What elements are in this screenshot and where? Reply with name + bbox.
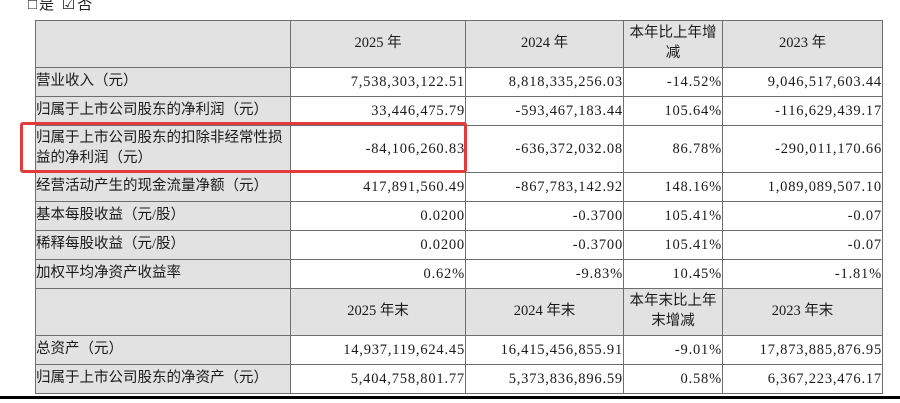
value-2023: -290,011,170.66: [722, 125, 883, 173]
header-blank-cell: [35, 288, 291, 336]
row-label: 稀释每股收益（元/股）: [35, 230, 291, 260]
value-2024: -0.3700: [465, 230, 624, 260]
value-change: 10.45%: [623, 259, 723, 289]
value-2024: 5,373,836,896.59: [465, 364, 624, 394]
header-yoy-change: 本年比上年增减: [623, 20, 723, 68]
row-label: 加权平均净资产收益率: [35, 259, 291, 289]
value-2024: -9.83%: [465, 259, 624, 289]
value-2024: 8,818,335,256.03: [465, 67, 624, 97]
value-2024: -593,467,183.44: [465, 96, 624, 126]
header-2024-end: 2024 年末: [465, 288, 624, 336]
table-row: 加权平均净资产收益率 0.62% -9.83% 10.45% -1.81%: [35, 259, 883, 289]
value-2025: 5,404,758,801.77: [290, 364, 466, 394]
row-label: 总资产（元）: [35, 335, 291, 365]
value-2024: 16,415,456,855.91: [465, 335, 624, 365]
row-label: 经营活动产生的现金流量净额（元）: [35, 172, 291, 202]
value-2023: -116,629,439.17: [722, 96, 883, 126]
value-2023: 1,089,089,507.10: [722, 172, 883, 202]
value-2024: -636,372,032.08: [465, 125, 624, 173]
table-header-row-period-end: 2025 年末 2024 年末 本年末比上年末增减 2023 年末: [35, 288, 883, 336]
value-2025: 0.0200: [290, 201, 466, 231]
value-2023: -0.07: [722, 201, 883, 231]
value-change: 86.78%: [623, 125, 723, 173]
value-2025: 14,937,119,624.45: [290, 335, 466, 365]
value-change: 105.41%: [623, 230, 723, 260]
value-change: 0.58%: [623, 364, 723, 394]
value-2025: 33,446,475.79: [290, 96, 466, 126]
value-2025: 0.62%: [290, 259, 466, 289]
value-2024: -0.3700: [465, 201, 624, 231]
header-2023: 2023 年: [722, 20, 883, 68]
table-row: 总资产（元） 14,937,119,624.45 16,415,456,855.…: [35, 335, 883, 365]
value-change: -9.01%: [623, 335, 723, 365]
table-header-row: 2025 年 2024 年 本年比上年增减 2023 年: [35, 20, 883, 68]
value-2025: 7,538,303,122.51: [290, 67, 466, 97]
value-2024: -867,783,142.92: [465, 172, 624, 202]
value-2023: 6,367,223,476.17: [722, 364, 883, 394]
value-2025: 417,891,560.49: [290, 172, 466, 202]
header-2025: 2025 年: [290, 20, 466, 68]
table-row: 经营活动产生的现金流量净额（元） 417,891,560.49 -867,783…: [35, 172, 883, 202]
row-label: 归属于上市公司股东的扣除非经常性损益的净利润（元）: [35, 125, 291, 173]
yes-no-checkbox-note: □是 ☑否: [28, 0, 95, 13]
header-2023-end: 2023 年末: [722, 288, 883, 336]
value-2023: 9,046,517,603.44: [722, 67, 883, 97]
value-2023: -1.81%: [722, 259, 883, 289]
header-blank-cell: [35, 20, 291, 68]
financial-summary-table: 2025 年 2024 年 本年比上年增减 2023 年 营业收入（元） 7,5…: [35, 20, 883, 394]
table-row: 归属于上市公司股东的净利润（元） 33,446,475.79 -593,467,…: [35, 96, 883, 126]
header-2024: 2024 年: [465, 20, 624, 68]
table-row: 基本每股收益（元/股） 0.0200 -0.3700 105.41% -0.07: [35, 201, 883, 231]
table-row-highlighted: 归属于上市公司股东的扣除非经常性损益的净利润（元） -84,106,260.83…: [35, 125, 883, 173]
row-label: 归属于上市公司股东的净利润（元）: [35, 96, 291, 126]
value-change: 148.16%: [623, 172, 723, 202]
table-row: 归属于上市公司股东的净资产（元） 5,404,758,801.77 5,373,…: [35, 364, 883, 394]
row-label: 基本每股收益（元/股）: [35, 201, 291, 231]
value-change: 105.64%: [623, 96, 723, 126]
page-bottom-divider: [0, 396, 900, 399]
header-yoy-end-change: 本年末比上年末增减: [623, 288, 723, 336]
row-label: 营业收入（元）: [35, 67, 291, 97]
value-change: 105.41%: [623, 201, 723, 231]
value-2025: -84,106,260.83: [290, 125, 466, 173]
value-2023: 17,873,885,876.95: [722, 335, 883, 365]
value-2023: -0.07: [722, 230, 883, 260]
value-change: -14.52%: [623, 67, 723, 97]
value-2025: 0.0200: [290, 230, 466, 260]
table-row: 营业收入（元） 7,538,303,122.51 8,818,335,256.0…: [35, 67, 883, 97]
row-label: 归属于上市公司股东的净资产（元）: [35, 364, 291, 394]
table-row: 稀释每股收益（元/股） 0.0200 -0.3700 105.41% -0.07: [35, 230, 883, 260]
header-2025-end: 2025 年末: [290, 288, 466, 336]
